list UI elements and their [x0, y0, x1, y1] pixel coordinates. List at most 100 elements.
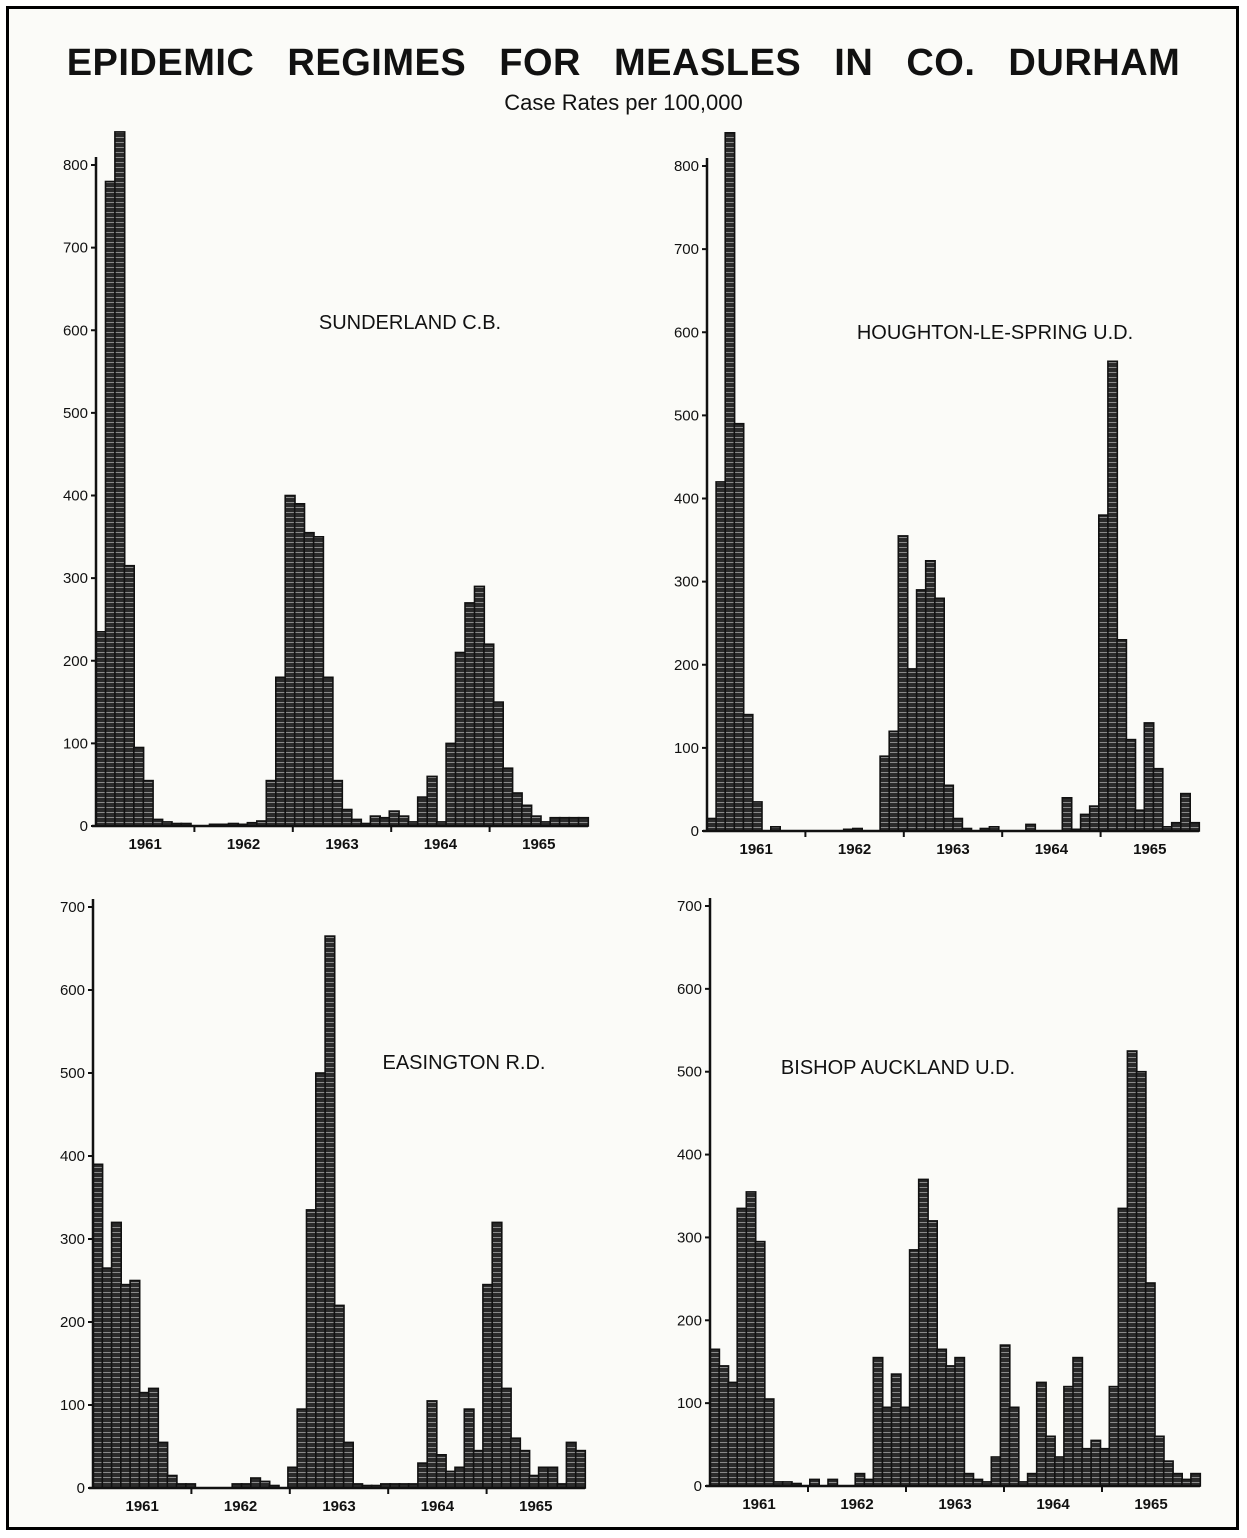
bar — [303, 531, 315, 827]
bar — [742, 713, 754, 832]
bar — [906, 668, 918, 832]
bar — [724, 131, 736, 832]
bar — [963, 1472, 975, 1487]
x-tick-label: 1964 — [1035, 841, 1069, 858]
y-tick-label: 200 — [674, 657, 699, 674]
bar — [157, 1441, 169, 1489]
x-tick-label: 1965 — [1134, 1496, 1167, 1513]
bar — [990, 1456, 1002, 1487]
panel-title: EASINGTON R.D. — [383, 1052, 546, 1074]
bar — [530, 815, 542, 827]
bar — [138, 1391, 150, 1489]
bar — [952, 817, 964, 832]
y-tick-label: 400 — [63, 488, 88, 505]
bar — [999, 1344, 1011, 1487]
bar — [491, 1221, 503, 1489]
y-tick-label: 100 — [677, 1395, 702, 1412]
y-tick-label: 200 — [677, 1312, 702, 1329]
x-tick-label: 1965 — [522, 836, 555, 853]
bar — [881, 1406, 893, 1487]
bar — [899, 1406, 911, 1487]
bar — [464, 602, 476, 827]
bar — [936, 1348, 948, 1487]
panel-title: BISHOP AUCKLAND U.D. — [781, 1057, 1015, 1079]
y-tick-label: 700 — [674, 241, 699, 258]
bar — [537, 1466, 550, 1489]
bar — [1079, 813, 1091, 832]
bar — [520, 804, 533, 827]
y-tick-label: 200 — [63, 653, 88, 670]
bar — [120, 1283, 132, 1489]
bar — [715, 481, 727, 832]
bar — [472, 1449, 485, 1489]
y-tick-label: 700 — [60, 899, 85, 916]
x-tick-label: 1962 — [227, 836, 260, 853]
x-tick-label: 1963 — [325, 836, 358, 853]
y-tick-label: 500 — [63, 405, 88, 422]
bar — [322, 676, 334, 827]
chart-houghton-le-spring: HOUGHTON-LE-SPRING U.D. 0 100 200 300 400 500… — [674, 131, 1201, 858]
bar — [426, 1400, 438, 1489]
bar — [1117, 1207, 1129, 1487]
bar — [284, 494, 296, 827]
y-tick-label: 500 — [677, 1064, 702, 1081]
bars — [95, 131, 590, 827]
figure-title: EPIDEMIC REGIMES FOR MEASLES IN CO. DURH… — [66, 42, 1181, 84]
x-tick-label: 1964 — [424, 836, 458, 853]
bar — [147, 1387, 160, 1489]
bar — [333, 1304, 345, 1489]
bar — [763, 1398, 775, 1487]
figure-frame — [6, 6, 1239, 1530]
bar — [1008, 1406, 1020, 1487]
bar — [426, 775, 438, 827]
bar — [324, 935, 336, 1489]
y-tick-label: 0 — [691, 823, 699, 840]
bar — [1162, 1460, 1174, 1487]
x-tick-label: 1963 — [938, 1496, 971, 1513]
bar — [565, 1441, 577, 1489]
bar — [926, 1220, 938, 1487]
y-tick-label: 500 — [674, 407, 699, 424]
bar — [1144, 1282, 1156, 1487]
y-tick-label: 600 — [674, 324, 699, 341]
bar — [736, 1207, 748, 1487]
bar — [312, 535, 325, 827]
bars — [709, 1050, 1202, 1487]
bar — [709, 1348, 721, 1487]
bar — [888, 730, 900, 832]
bar — [745, 1191, 757, 1487]
bar — [445, 742, 457, 827]
bar — [101, 1267, 113, 1489]
bar — [751, 801, 763, 832]
bar — [482, 1283, 494, 1489]
y-tick-label: 0 — [80, 818, 88, 835]
bar — [1063, 1385, 1075, 1487]
bar — [265, 779, 277, 827]
bar — [275, 676, 287, 827]
x-tick-label: 1961 — [742, 1496, 775, 1513]
y-tick-label: 800 — [674, 158, 699, 175]
bar — [129, 1279, 141, 1489]
bar — [454, 1466, 466, 1489]
bar — [943, 784, 955, 832]
bar — [754, 1240, 766, 1487]
chart-sunderland: SUNDERLAND C.B. 0 100 200 300 400 500 600 700 80… — [63, 131, 590, 853]
bar — [92, 1163, 104, 1489]
bars — [706, 131, 1201, 832]
bar — [915, 589, 927, 832]
bar — [872, 1356, 884, 1487]
bar — [492, 701, 504, 827]
chart-easington: EASINGTON R.D. 0 100 200 300 400 500 600 700 196… — [60, 899, 587, 1515]
bar — [1044, 1435, 1056, 1487]
bar — [293, 502, 306, 827]
bar — [483, 643, 495, 827]
chart-bishop-auckland: BISHOP AUCKLAND U.D. 0 100 200 300 400 500 600… — [677, 898, 1202, 1513]
y-tick-label: 600 — [60, 982, 85, 999]
bar — [296, 1408, 308, 1489]
bar — [718, 1365, 730, 1487]
bar — [1035, 1381, 1047, 1487]
y-tick-label: 800 — [63, 157, 88, 174]
y-tick-label: 300 — [677, 1229, 702, 1246]
bar — [287, 1466, 299, 1489]
bar — [733, 422, 745, 832]
